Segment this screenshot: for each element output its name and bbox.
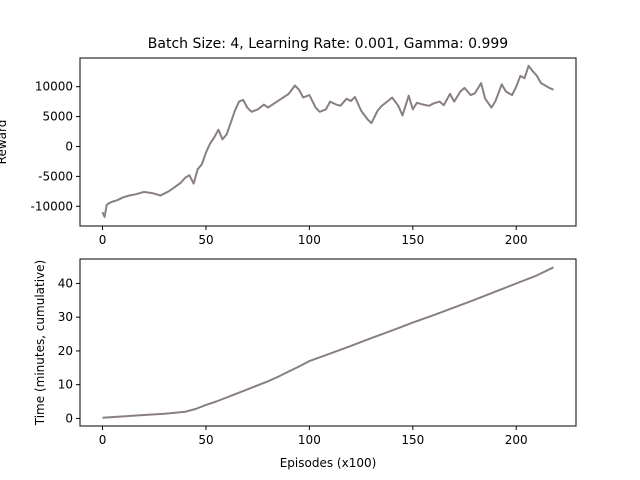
time-x-tick-label: 0 xyxy=(99,433,107,447)
reward-x-tick-label: 0 xyxy=(99,233,107,247)
reward-y-axis-label: Reward xyxy=(0,120,9,165)
reward-y-tick-label: 5000 xyxy=(42,110,73,124)
time-x-tick-label: 100 xyxy=(298,433,321,447)
time-y-tick-label: 30 xyxy=(58,310,73,324)
time-y-tick-label: 40 xyxy=(58,276,73,290)
time-y-tick-label: 20 xyxy=(58,344,73,358)
time-y-tick-label: 0 xyxy=(65,411,73,425)
reward-y-tick-label: 10000 xyxy=(35,80,73,94)
reward-y-tick-label: -5000 xyxy=(38,169,73,183)
time-x-tick-label: 150 xyxy=(401,433,424,447)
time-subplot: 0 50 100 150 200 0 10 20 30 40 Episodes (x100) Time… xyxy=(33,258,577,470)
reward-chart-title: Batch Size: 4, Learning Rate: 0.001, Gam… xyxy=(148,36,508,52)
reward-y-tick-label: 0 xyxy=(65,139,73,153)
reward-subplot: 0 50 100 150 200 -10000 -5000 0 5000 10000 Batch S… xyxy=(0,36,577,247)
reward-axes-frame xyxy=(79,57,577,227)
reward-x-tick-label: 50 xyxy=(198,233,213,247)
time-axes-frame xyxy=(79,258,577,427)
time-y-tick-label: 10 xyxy=(58,378,73,392)
time-series-line xyxy=(102,266,554,419)
time-x-tick-label: 50 xyxy=(198,433,213,447)
reward-x-tick-label: 100 xyxy=(298,233,321,247)
reward-y-label-occluder xyxy=(12,60,22,144)
reward-y-tick-label: -10000 xyxy=(30,199,73,213)
time-x-tick-label: 200 xyxy=(505,433,528,447)
reward-y-label-occluder xyxy=(0,168,12,228)
reward-x-tick-label: 150 xyxy=(401,233,424,247)
reward-x-tick-label: 200 xyxy=(505,233,528,247)
reward-series-line xyxy=(101,64,554,218)
time-y-axis-label: Time (minutes, cumulative) xyxy=(33,260,47,426)
time-x-axis-label: Episodes (x100) xyxy=(280,456,377,470)
